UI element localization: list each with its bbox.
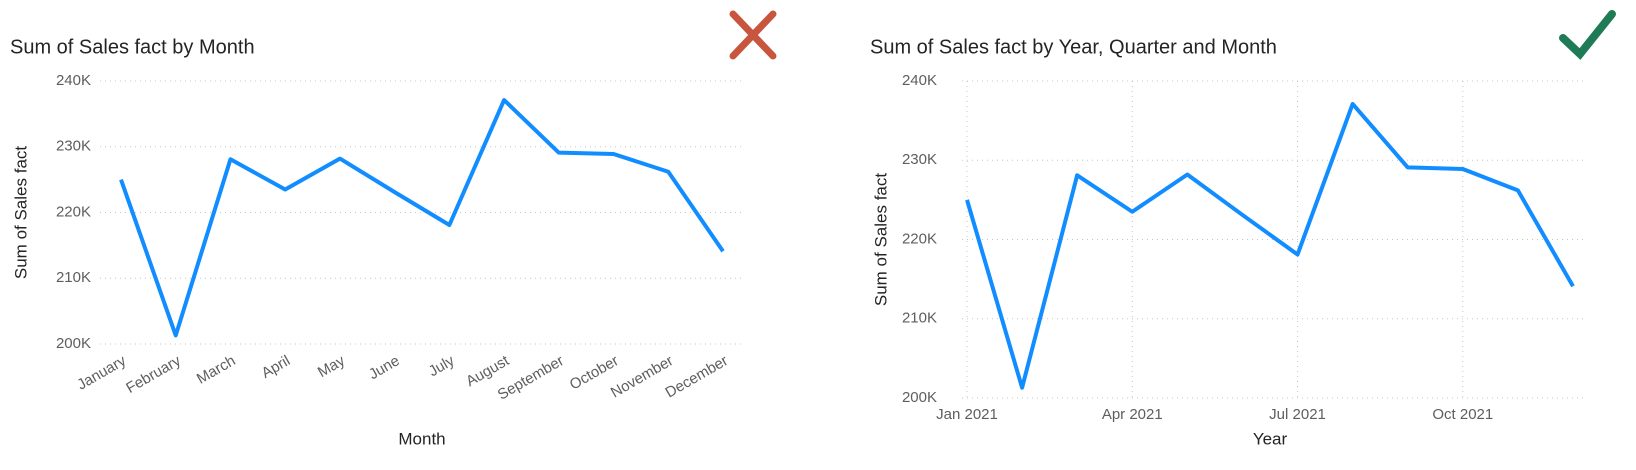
y-tick-label: 230K: [56, 138, 91, 155]
line-series: [119, 98, 725, 338]
x-tick-label: April: [259, 352, 293, 382]
chart-title: Sum of Sales fact by Year, Quarter and M…: [870, 36, 1277, 58]
x-axis-title: Month: [398, 429, 445, 448]
chart: Sum of Sales fact by Month 200K 210K 220K 23…: [10, 36, 745, 448]
wrong-icon: [729, 10, 777, 60]
y-tick-label: 210K: [56, 269, 91, 286]
y-axis-title: Sum of Sales fact: [871, 173, 890, 307]
x-tick-label: June: [366, 352, 403, 383]
x-tick-label: Jul 2021: [1269, 406, 1326, 423]
x-tick-label: January: [74, 352, 129, 394]
x-tick-label: February: [123, 352, 184, 397]
y-tick-label: 240K: [902, 72, 937, 89]
y-tick-label: 220K: [56, 203, 91, 220]
x-tick-label: Jan 2021: [936, 406, 998, 423]
chart-title: Sum of Sales fact by Month: [10, 36, 255, 58]
x-tick-label: Oct 2021: [1432, 406, 1493, 423]
y-tick-label: 230K: [902, 151, 937, 168]
y-tick-label: 200K: [902, 389, 937, 406]
x-tick-label: March: [194, 352, 239, 388]
x-tick-label: July: [426, 352, 458, 380]
line-series: [965, 101, 1575, 390]
x-tick-label: May: [315, 352, 348, 381]
x-tick-label: December: [663, 352, 731, 401]
y-tick-label: 240K: [56, 72, 91, 89]
y-axis-title: Sum of Sales fact: [11, 146, 30, 280]
y-tick-label: 200K: [56, 335, 91, 352]
correct-icon: [1559, 10, 1616, 60]
x-axis-title: Year: [1253, 429, 1288, 448]
x-tick-label: Apr 2021: [1102, 406, 1163, 423]
y-tick-label: 220K: [902, 230, 937, 247]
chart: Sum of Sales fact by Year, Quarter and M…: [870, 36, 1585, 448]
y-tick-label: 210K: [902, 310, 937, 327]
